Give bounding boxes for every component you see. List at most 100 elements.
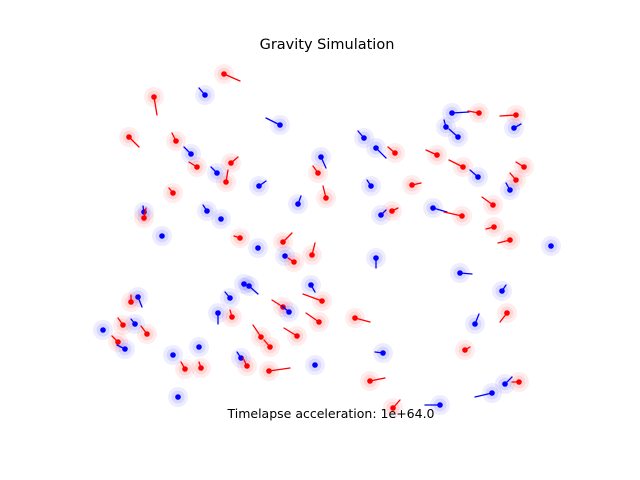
particle-trail (302, 293, 323, 302)
particle-core (229, 314, 235, 320)
red-particle (119, 127, 140, 148)
particle-core (521, 164, 527, 170)
red-particle (481, 195, 503, 215)
blue-particle (265, 115, 290, 135)
blue-particle (152, 226, 172, 246)
red-particle (497, 230, 520, 250)
red-particle (237, 356, 257, 376)
particle-core (548, 243, 554, 249)
blue-particle (371, 205, 391, 225)
blue-particle (248, 238, 268, 258)
particle-core (309, 252, 315, 258)
particle-core (368, 183, 374, 189)
particle-core (277, 122, 283, 128)
particle-core (437, 402, 443, 408)
blue-particle (181, 144, 201, 164)
particle-core (319, 298, 325, 304)
particle-core (159, 233, 165, 239)
timelapse-label: Timelapse acceleration: (226, 406, 376, 421)
red-particle (134, 207, 154, 228)
particle-core (258, 334, 264, 340)
blue-particle (125, 314, 145, 334)
particle-core (244, 363, 250, 369)
blue-particle (492, 281, 512, 301)
blue-particle (93, 320, 113, 340)
particle-trail (474, 392, 493, 398)
red-particle (191, 358, 211, 378)
particle-core (502, 381, 508, 387)
particle-core (266, 368, 272, 374)
red-particle (402, 175, 422, 195)
particle-trail (153, 96, 158, 116)
particle-core (373, 255, 379, 261)
red-particle (187, 157, 207, 177)
particle-core (141, 215, 147, 221)
particle-trail (443, 211, 463, 217)
particle-core (312, 362, 318, 368)
red-particle (316, 185, 336, 208)
particle-core (409, 182, 415, 188)
red-particle (273, 232, 293, 252)
particle-core (198, 365, 204, 371)
particle-core (459, 213, 465, 219)
particle-core (280, 239, 286, 245)
red-particle (302, 291, 332, 311)
particle-core (430, 205, 436, 211)
particle-core (128, 299, 134, 305)
particle-core (115, 339, 121, 345)
particle-core (241, 281, 247, 287)
particle-core (475, 174, 481, 180)
particle-core (315, 170, 321, 176)
particle-core (491, 224, 497, 230)
particle-trail (268, 367, 291, 372)
red-particle (144, 87, 164, 116)
timelapse-status: Timelapse acceleration: 1e+64.0 (226, 406, 434, 421)
red-particle (121, 292, 141, 312)
red-particle (448, 157, 473, 177)
particle-core (513, 177, 519, 183)
blue-particle (275, 246, 295, 266)
particle-core (295, 201, 301, 207)
particle-core (214, 170, 220, 176)
particle-core (294, 333, 300, 339)
red-particle (385, 143, 405, 163)
blue-particle (500, 180, 520, 200)
particle-core (221, 71, 227, 77)
blue-particle (195, 85, 215, 105)
blue-particle (541, 236, 561, 256)
particle-core (367, 378, 373, 384)
particle-core (318, 154, 324, 160)
blue-particle (311, 147, 331, 169)
timelapse-value: 1e+64.0 (381, 406, 435, 421)
particle-core (389, 208, 395, 214)
particle-core (237, 235, 243, 241)
red-particle (137, 324, 157, 344)
particle-core (126, 134, 132, 140)
red-particle (382, 201, 402, 221)
particle-core (392, 150, 398, 156)
blue-particle (211, 209, 231, 229)
particle-core (122, 346, 128, 352)
particle-core (316, 319, 322, 325)
blue-particle (366, 248, 386, 269)
particle-core (472, 321, 478, 327)
particle-core (204, 208, 210, 214)
blue-particle (207, 163, 227, 183)
red-particle (230, 228, 250, 248)
red-particle (497, 303, 517, 323)
blue-particle (301, 275, 321, 295)
particle-core (378, 212, 384, 218)
particle-core (490, 202, 496, 208)
particle-core (255, 245, 261, 251)
particle-core (194, 164, 200, 170)
red-particle (499, 105, 526, 125)
blue-particle (468, 167, 488, 187)
blue-particle (450, 263, 473, 283)
particle-core (182, 366, 188, 372)
particle-core (170, 190, 176, 196)
red-particle (509, 372, 529, 392)
particle-trail (451, 111, 470, 114)
blue-particle (220, 288, 240, 308)
particle-core (507, 237, 513, 243)
